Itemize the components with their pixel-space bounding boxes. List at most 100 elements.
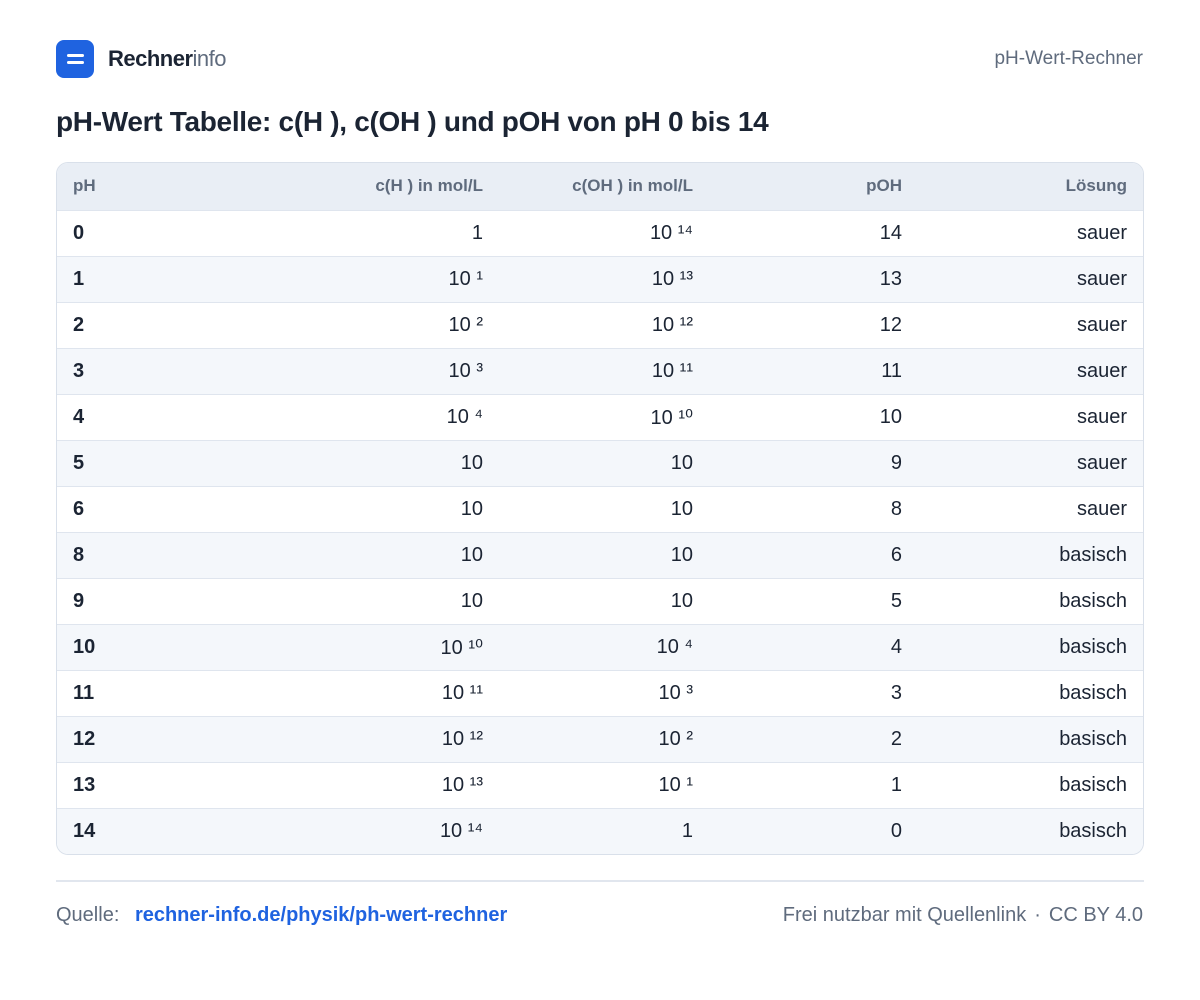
h-concentration-cell: 10 ¹⁴ — [439, 819, 483, 842]
solution-cell: basisch — [1059, 727, 1127, 750]
oh-concentration-cell: 10 ² — [658, 727, 693, 750]
license-text: Frei nutzbar mit Quellenlink — [782, 904, 1027, 926]
solution-cell: sauer — [1076, 267, 1127, 290]
ph-cell: 5 — [73, 451, 85, 474]
poh-cell: 1 — [890, 773, 902, 796]
oh-concentration-cell: 10 — [670, 543, 693, 566]
ph-cell: 12 — [73, 727, 96, 750]
h-concentration-cell: 10 ¹ — [448, 267, 483, 290]
footer: Quelle: rechner-info.de/physik/ph-wert-r… — [56, 904, 1143, 927]
ph-cell: 13 — [73, 773, 96, 796]
h-concentration-cell: 10 ³ — [448, 359, 483, 382]
solution-cell: basisch — [1059, 681, 1127, 704]
brand-name-light: info — [192, 46, 227, 71]
oh-concentration-cell: 10 ¹⁰ — [650, 406, 693, 429]
ph-table: pH c(H ) in mol/L c(OH ) in mol/L pOH Lö… — [56, 162, 1144, 855]
ph-cell: 1 — [73, 267, 85, 290]
poh-cell: 8 — [890, 497, 902, 520]
oh-concentration-cell: 10 ¹³ — [651, 267, 693, 290]
solution-cell: sauer — [1076, 359, 1127, 382]
table-row: 4 10 ⁴ 10 ¹⁰ 10 sauer — [57, 394, 1143, 440]
ph-cell: 2 — [73, 313, 85, 336]
poh-cell: 9 — [890, 451, 902, 474]
column-header-solution: Lösung — [1065, 176, 1127, 196]
h-concentration-cell: 10 — [460, 543, 483, 566]
column-header-poh: pOH — [866, 176, 902, 196]
h-concentration-cell: 10 ¹² — [441, 727, 483, 750]
table-body: 0 1 10 ¹⁴ 14 sauer 1 10 ¹ 10 ¹³ 13 sauer 2 10 ² 10 ¹… — [57, 210, 1143, 854]
table-row: 9 10 10 5 basisch — [57, 578, 1143, 624]
oh-concentration-cell: 10 ¹¹ — [651, 359, 693, 382]
column-header-h-concentration: c(H ) in mol/L — [375, 176, 483, 196]
solution-cell: sauer — [1076, 221, 1127, 244]
poh-cell: 5 — [890, 589, 902, 612]
ph-cell: 0 — [73, 221, 85, 244]
header: Rechnerinfo pH-Wert-Rechner — [56, 40, 1143, 78]
table-row: 11 10 ¹¹ 10 ³ 3 basisch — [57, 670, 1143, 716]
table-row: 0 1 10 ¹⁴ 14 sauer — [57, 210, 1143, 256]
solution-cell: sauer — [1076, 451, 1127, 474]
ph-cell: 3 — [73, 359, 85, 382]
poh-cell: 0 — [890, 819, 902, 842]
h-concentration-cell: 10 — [460, 451, 483, 474]
solution-cell: basisch — [1059, 543, 1127, 566]
h-concentration-cell: 10 ¹³ — [441, 773, 483, 796]
poh-cell: 14 — [879, 221, 902, 244]
poh-cell: 11 — [881, 359, 902, 382]
license: Frei nutzbar mit Quellenlink · CC BY 4.0 — [783, 904, 1143, 927]
footer-divider — [56, 880, 1144, 882]
table-row: 14 10 ¹⁴ 1 0 basisch — [57, 808, 1143, 854]
h-concentration-cell: 10 — [460, 589, 483, 612]
poh-cell: 2 — [890, 727, 902, 750]
solution-cell: sauer — [1076, 313, 1127, 336]
ph-cell: 6 — [73, 497, 85, 520]
table-row: 5 10 10 9 sauer — [57, 440, 1143, 486]
license-code: CC BY 4.0 — [1048, 904, 1143, 926]
ph-cell: 4 — [73, 405, 85, 428]
table-row: 12 10 ¹² 10 ² 2 basisch — [57, 716, 1143, 762]
solution-cell: basisch — [1059, 819, 1127, 842]
table-row: 8 10 10 6 basisch — [57, 532, 1143, 578]
ph-cell: 10 — [73, 635, 96, 658]
h-concentration-cell: 10 ¹⁰ — [440, 636, 483, 659]
poh-cell: 12 — [879, 313, 902, 336]
table-header-row: pH c(H ) in mol/L c(OH ) in mol/L pOH Lö… — [57, 163, 1143, 210]
h-concentration-cell: 1 — [471, 221, 483, 244]
menu-logo-icon — [56, 40, 94, 78]
source-link[interactable]: rechner-info.de/physik/ph-wert-rechner — [134, 904, 508, 926]
table-row: 1 10 ¹ 10 ¹³ 13 sauer — [57, 256, 1143, 302]
solution-cell: sauer — [1076, 405, 1127, 428]
solution-cell: basisch — [1059, 589, 1127, 612]
ph-cell: 8 — [73, 543, 85, 566]
oh-concentration-cell: 10 — [670, 497, 693, 520]
poh-cell: 6 — [890, 543, 902, 566]
oh-concentration-cell: 10 ³ — [658, 681, 693, 704]
page-title: pH-Wert Tabelle: c(H ), c(OH ) und pOH v… — [56, 106, 769, 137]
h-concentration-cell: 10 ⁴ — [446, 405, 483, 428]
calculator-name: pH-Wert-Rechner — [994, 48, 1143, 69]
poh-cell: 3 — [890, 681, 902, 704]
ph-cell: 9 — [73, 589, 85, 612]
poh-cell: 10 — [879, 405, 902, 428]
source-label: Quelle: — [56, 904, 120, 926]
table-row: 13 10 ¹³ 10 ¹ 1 basisch — [57, 762, 1143, 808]
brand-name: Rechnerinfo — [108, 46, 227, 72]
brand-logo[interactable]: Rechnerinfo — [56, 40, 227, 78]
ph-cell: 14 — [73, 819, 96, 842]
license-separator: · — [1034, 904, 1041, 926]
oh-concentration-cell: 10 — [670, 451, 693, 474]
source: Quelle: rechner-info.de/physik/ph-wert-r… — [56, 904, 507, 927]
poh-cell: 13 — [879, 267, 902, 290]
oh-concentration-cell: 10 ¹² — [651, 313, 693, 336]
h-concentration-cell: 10 ¹¹ — [441, 681, 483, 704]
solution-cell: basisch — [1059, 773, 1127, 796]
table-row: 2 10 ² 10 ¹² 12 sauer — [57, 302, 1143, 348]
h-concentration-cell: 10 ² — [448, 313, 483, 336]
column-header-oh-concentration: c(OH ) in mol/L — [572, 176, 693, 196]
column-header-ph: pH — [73, 176, 96, 196]
oh-concentration-cell: 10 ¹ — [658, 773, 693, 796]
h-concentration-cell: 10 — [460, 497, 483, 520]
poh-cell: 4 — [890, 635, 902, 658]
table-row: 10 10 ¹⁰ 10 ⁴ 4 basisch — [57, 624, 1143, 670]
